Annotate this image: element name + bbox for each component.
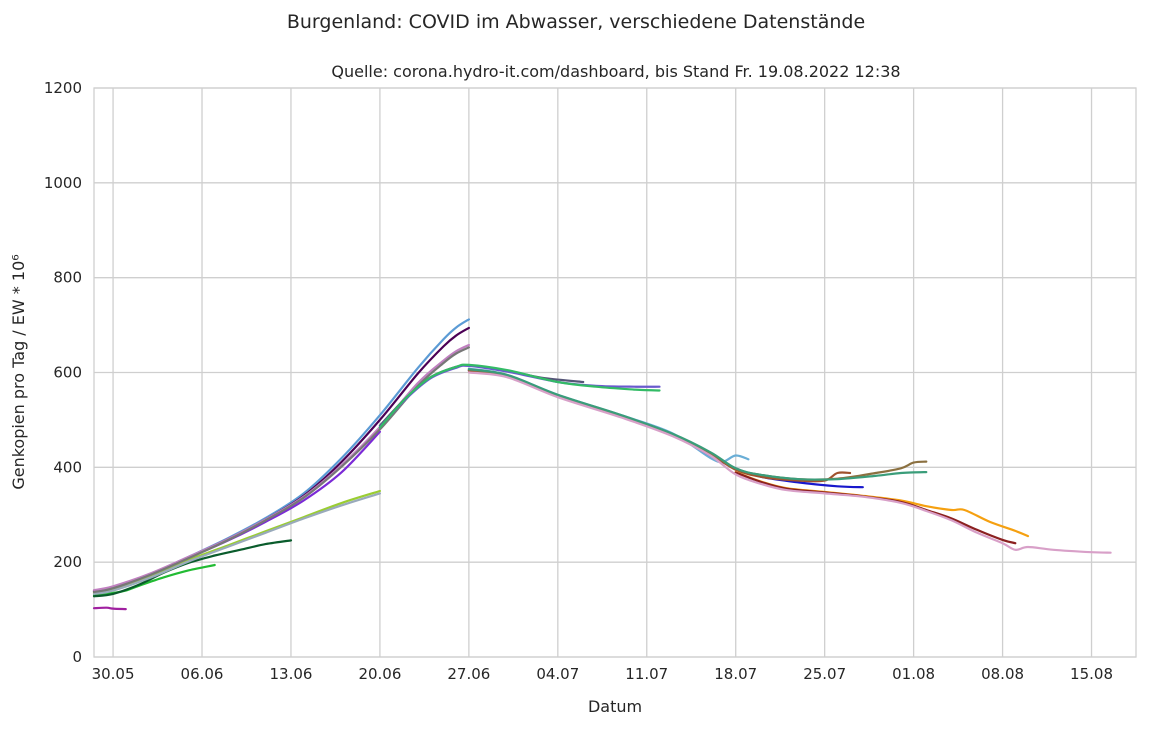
- y-tick-label: 600: [53, 364, 82, 382]
- y-tick-label: 0: [72, 648, 82, 666]
- y-tick-label: 800: [53, 269, 82, 287]
- series-line-12: [378, 364, 661, 429]
- x-tick-label: 01.08: [892, 665, 935, 683]
- x-tick-label: 30.05: [92, 665, 135, 683]
- series-line-14: [467, 367, 750, 463]
- x-tick-label: 25.07: [803, 665, 846, 683]
- chart-subtitle: Quelle: corona.hydro-it.com/dashboard, b…: [331, 62, 900, 81]
- series-line-18: [467, 368, 928, 481]
- x-tick-label: 20.06: [358, 665, 401, 683]
- plot-frame: [93, 87, 1137, 658]
- series-line-21: [467, 371, 1112, 554]
- chart-title: Burgenland: COVID im Abwasser, verschied…: [287, 11, 865, 33]
- series-line-1: [92, 606, 127, 611]
- x-tick-label: 18.07: [714, 665, 757, 683]
- series-line-7: [92, 318, 470, 592]
- series-line-19: [734, 471, 1030, 538]
- series-line-3: [92, 539, 293, 598]
- series-line-20: [734, 471, 1017, 545]
- y-tick-label: 200: [53, 553, 82, 571]
- x-tick-label: 15.08: [1070, 665, 1113, 683]
- y-axis-label: Genkopien pro Tag / EW * 10⁶: [9, 254, 28, 489]
- series-line-15: [467, 369, 864, 489]
- series-line-6: [92, 430, 381, 593]
- x-tick-label: 08.08: [981, 665, 1024, 683]
- grid-layer: [94, 87, 1136, 658]
- x-tick-label: 04.07: [536, 665, 579, 683]
- series-line-8: [92, 326, 470, 593]
- series-line-13: [378, 363, 661, 429]
- series-layer: [92, 318, 1112, 611]
- y-tick-label: 1000: [44, 174, 82, 192]
- y-tick-label: 400: [53, 458, 82, 476]
- tick-layer: 0 200 400 600 800 1000 1200 30.05 06.06 13.06 20.0…: [44, 79, 1113, 683]
- y-tick-label: 1200: [44, 79, 82, 97]
- x-tick-label: 27.06: [447, 665, 490, 683]
- series-line-5: [92, 492, 381, 595]
- x-tick-label: 11.07: [625, 665, 668, 683]
- series-line-10: [92, 346, 470, 594]
- x-tick-label: 06.06: [181, 665, 224, 683]
- x-axis-label: Datum: [588, 697, 642, 716]
- x-tick-label: 13.06: [269, 665, 312, 683]
